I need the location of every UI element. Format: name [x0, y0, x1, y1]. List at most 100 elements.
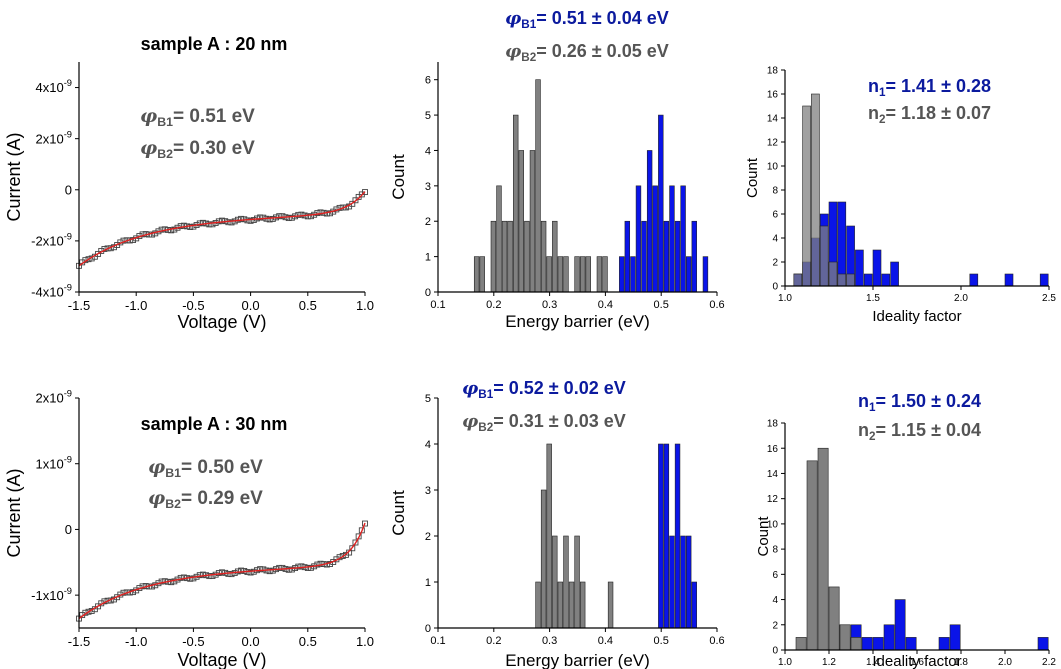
histogram-bar: [507, 220, 513, 293]
x-tick-label: 1.5: [866, 293, 880, 304]
annotation-value: = 0.51 ± 0.04 eV: [536, 8, 668, 28]
annotation-value: = 0.29 eV: [181, 488, 263, 509]
data-point: [260, 566, 267, 573]
histogram-bar: [535, 581, 541, 629]
y-tick-label: 8: [772, 545, 778, 556]
histogram-bar: [574, 535, 580, 629]
data-point: [269, 215, 276, 222]
x-tick-label: 0.5: [299, 634, 317, 649]
data-point: [228, 219, 235, 226]
y-tick-label-base: -4x10: [31, 285, 64, 300]
data-point: [168, 227, 175, 234]
annotation: n2= 1.18 ± 0.07: [868, 103, 991, 126]
histogram-bar: [861, 637, 873, 651]
histogram-bar: [949, 624, 961, 651]
data-point: [358, 527, 365, 534]
fit-line: [78, 191, 366, 267]
x-tick-label: -1.0: [125, 634, 147, 649]
data-point: [228, 571, 235, 578]
annotation: φB2= 0.29 eV: [148, 487, 263, 511]
histogram-bar: [630, 256, 636, 293]
annotation-subscript: 2: [869, 430, 876, 443]
y-axis-label: Count: [744, 157, 761, 198]
histogram-bar: [702, 256, 709, 293]
histogram-bar: [529, 150, 536, 293]
y-tick-label-base: 4x10: [35, 80, 63, 95]
data-point: [196, 220, 203, 227]
annotation-subscript: B2: [165, 497, 181, 511]
x-tick-label: 0.5: [654, 299, 669, 311]
histogram-bar: [817, 447, 829, 651]
x-tick-label: 0.4: [598, 299, 613, 311]
panel-iv-20nm: -1.5 -1.0 -0.5 0.0 0.5 1.0-4x10-9-2x10-902x10…: [4, 34, 374, 332]
y-tick-label: 10: [767, 162, 779, 173]
data-point: [238, 215, 245, 222]
data-point: [247, 569, 254, 576]
data-point: [276, 564, 283, 571]
data-point: [285, 566, 292, 573]
y-tick-label-exponent: -9: [64, 283, 72, 293]
histogram-bar: [501, 220, 508, 293]
histogram-bar: [540, 220, 547, 293]
histogram-bar: [837, 201, 847, 287]
y-tick-label-exponent: -9: [64, 586, 72, 596]
y-tick-label: 16: [767, 90, 779, 101]
y-tick-label: -4x10-9: [31, 283, 72, 300]
data-point: [317, 209, 324, 216]
histogram-bar: [680, 535, 686, 629]
histogram-bar: [806, 460, 818, 651]
annotation-subscript: B1: [478, 388, 493, 401]
y-tick-label: -1x10-9: [31, 586, 72, 603]
data-point: [85, 608, 92, 615]
x-axis-label: Voltage (V): [177, 312, 266, 332]
data-point: [298, 563, 305, 570]
data-point: [362, 189, 368, 196]
data-point: [180, 574, 187, 581]
x-tick-label: 0.5: [299, 298, 317, 313]
annotation-value: = 1.41 ± 0.28: [886, 76, 991, 96]
x-axis-label: Ideality factor: [872, 653, 961, 669]
annotation-symbol: n: [868, 103, 879, 123]
data-point: [352, 197, 359, 204]
annotation-subscript: B1: [157, 115, 173, 129]
annotation: φB1= 0.51 eV: [140, 105, 255, 129]
y-tick-label: 4: [425, 439, 431, 451]
y-tick-label: 0: [65, 182, 72, 197]
histogram-bar: [490, 220, 497, 293]
data-point: [276, 213, 283, 220]
data-point: [352, 539, 359, 546]
data-point: [349, 545, 356, 552]
data-point: [317, 560, 324, 567]
histogram-bar: [828, 261, 838, 287]
annotation: n1= 1.41 ± 0.28: [868, 76, 991, 99]
histogram-bar: [855, 249, 864, 287]
histogram-bar: [686, 535, 692, 629]
annotation-subscript: B2: [478, 421, 493, 434]
y-tick-label: 0: [772, 646, 778, 657]
annotation-symbol: n: [868, 76, 879, 96]
data-point: [206, 221, 213, 228]
histogram-bar: [641, 220, 647, 293]
annotation-subscript: B1: [165, 466, 181, 480]
annotation-symbol: φ: [140, 137, 157, 159]
histogram-bar: [883, 624, 895, 651]
annotation: φB2= 0.26 ± 0.05 eV: [505, 41, 669, 64]
annotation-value: = 0.26 ± 0.05 eV: [536, 41, 668, 61]
annotation-symbol: φ: [148, 487, 165, 509]
data-point: [104, 597, 111, 604]
y-tick-label-exponent: -9: [64, 129, 72, 139]
data-point: [206, 573, 213, 580]
histogram-bar: [905, 637, 917, 651]
panel-title: sample A : 30 nm: [141, 414, 288, 434]
panel-barrier-hist-30nm: 0.1 0.2 0.3 0.4 0.5 0.6 0 1 2 3 4 5 Energy barrier (…: [389, 378, 725, 669]
y-tick-label: 1: [425, 252, 431, 264]
x-tick-label: 0.6: [709, 299, 724, 311]
histogram-bar: [579, 256, 586, 293]
y-tick-label-base: 0: [65, 182, 72, 197]
x-axis-label: Voltage (V): [177, 650, 266, 669]
annotation-subscript: B1: [521, 18, 536, 31]
x-tick-label: 1.4: [866, 657, 880, 668]
data-point: [190, 575, 197, 582]
annotation-symbol: φ: [148, 456, 165, 478]
